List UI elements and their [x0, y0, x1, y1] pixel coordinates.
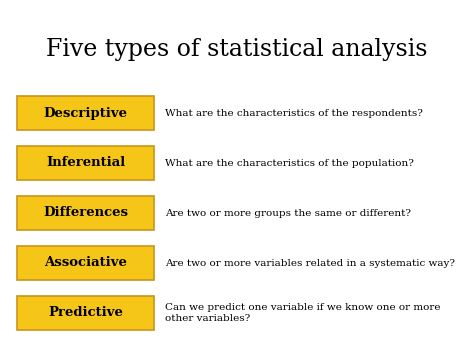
FancyBboxPatch shape [17, 146, 154, 180]
Text: What are the characteristics of the respondents?: What are the characteristics of the resp… [165, 109, 423, 118]
Text: Inferential: Inferential [46, 157, 125, 169]
Text: Five types of statistical analysis: Five types of statistical analysis [46, 38, 428, 61]
Text: Descriptive: Descriptive [44, 106, 128, 120]
Text: Associative: Associative [44, 257, 127, 269]
Text: Can we predict one variable if we know one or more
other variables?: Can we predict one variable if we know o… [165, 303, 440, 323]
Text: Differences: Differences [43, 207, 128, 219]
FancyBboxPatch shape [17, 196, 154, 230]
Text: Are two or more groups the same or different?: Are two or more groups the same or diffe… [165, 208, 411, 218]
Text: Predictive: Predictive [48, 306, 123, 320]
FancyBboxPatch shape [17, 96, 154, 130]
Text: What are the characteristics of the population?: What are the characteristics of the popu… [165, 158, 414, 168]
FancyBboxPatch shape [17, 246, 154, 280]
Text: Are two or more variables related in a systematic way?: Are two or more variables related in a s… [165, 258, 455, 268]
FancyBboxPatch shape [17, 296, 154, 330]
